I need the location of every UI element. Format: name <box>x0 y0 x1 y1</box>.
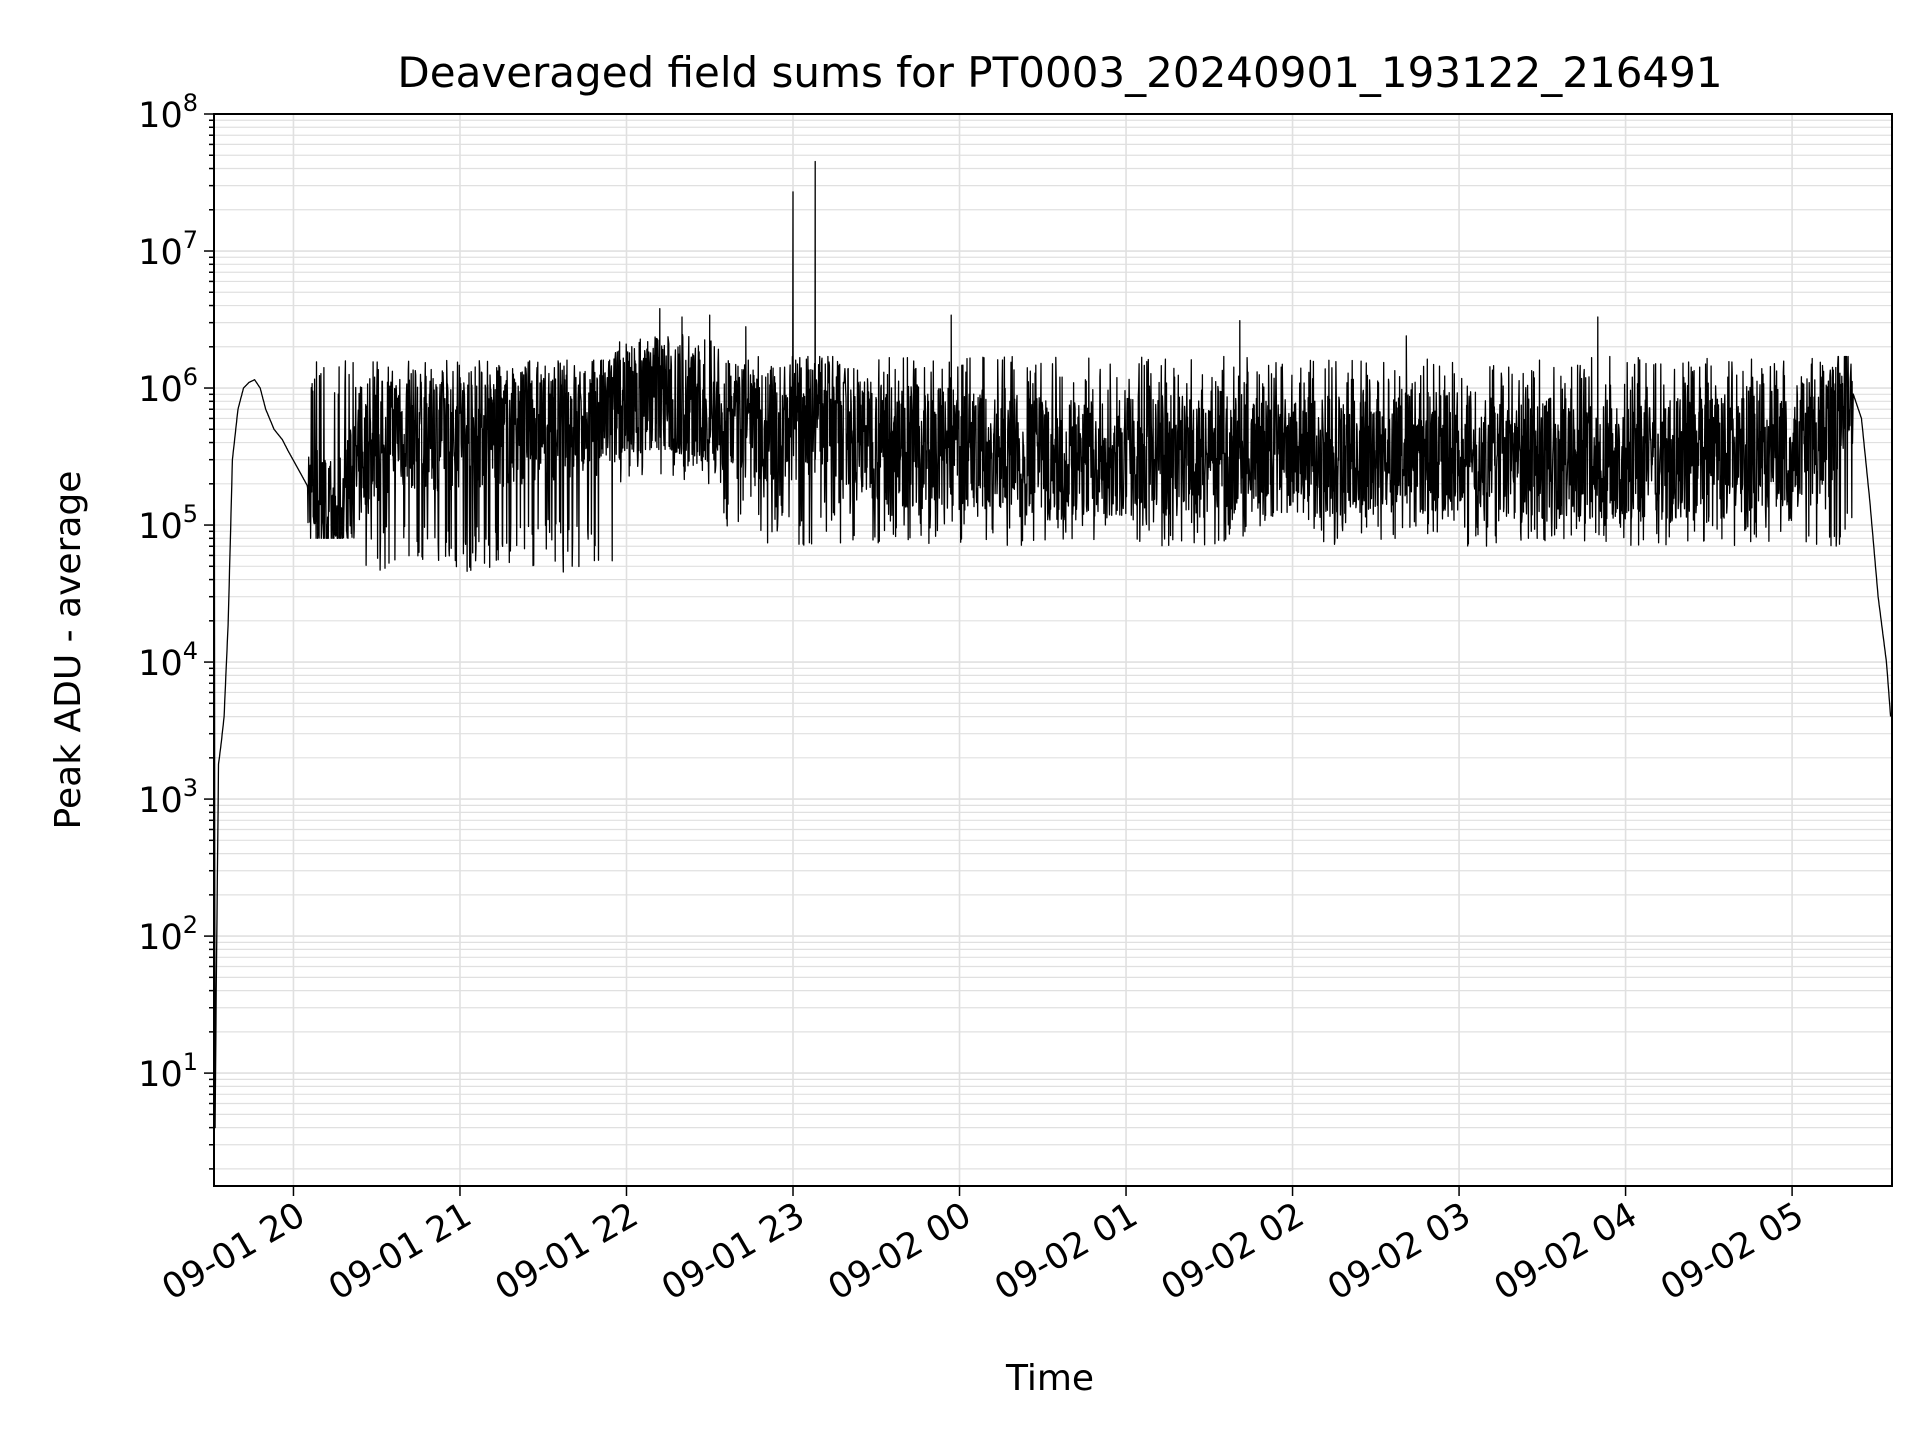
y-axis-label: Peak ADU - average <box>48 471 89 830</box>
x-tick-label: 09-02 01 <box>988 1195 1144 1308</box>
y-tick-label: 108 <box>138 89 198 136</box>
y-tick-label: 103 <box>138 774 198 821</box>
grid <box>214 113 1892 1186</box>
y-tick-label: 102 <box>138 911 198 958</box>
series-line <box>213 160 1892 1129</box>
x-tick-label: 09-01 22 <box>489 1195 645 1308</box>
x-tick-label: 09-01 23 <box>655 1195 811 1308</box>
x-axis: 09-01 20 09-01 21 09-01 22 09-01 23 09-02 00… <box>156 1186 1811 1308</box>
y-tick-label: 104 <box>138 637 198 684</box>
chart-title: Deaveraged field sums for PT0003_2024090… <box>397 48 1722 97</box>
plot-frame <box>213 113 1893 1187</box>
x-tick-label: 09-02 04 <box>1488 1195 1644 1308</box>
x-tick-label: 09-01 21 <box>322 1195 478 1308</box>
x-tick-label: 09-01 20 <box>156 1195 312 1308</box>
x-axis-label: Time <box>1005 1358 1094 1399</box>
x-tick-label: 09-02 05 <box>1654 1195 1810 1308</box>
y-tick-label: 107 <box>138 226 198 273</box>
y-tick-label: 105 <box>138 500 198 547</box>
x-tick-label: 09-02 02 <box>1155 1195 1311 1308</box>
x-tick-label: 09-02 00 <box>822 1195 978 1308</box>
data-series <box>213 160 1892 1129</box>
y-tick-label: 101 <box>138 1048 198 1095</box>
x-tick-label: 09-02 03 <box>1321 1195 1477 1308</box>
y-axis: 101 102 103 104 105 106 107 108 <box>138 89 214 1170</box>
y-tick-label: 106 <box>138 363 198 410</box>
